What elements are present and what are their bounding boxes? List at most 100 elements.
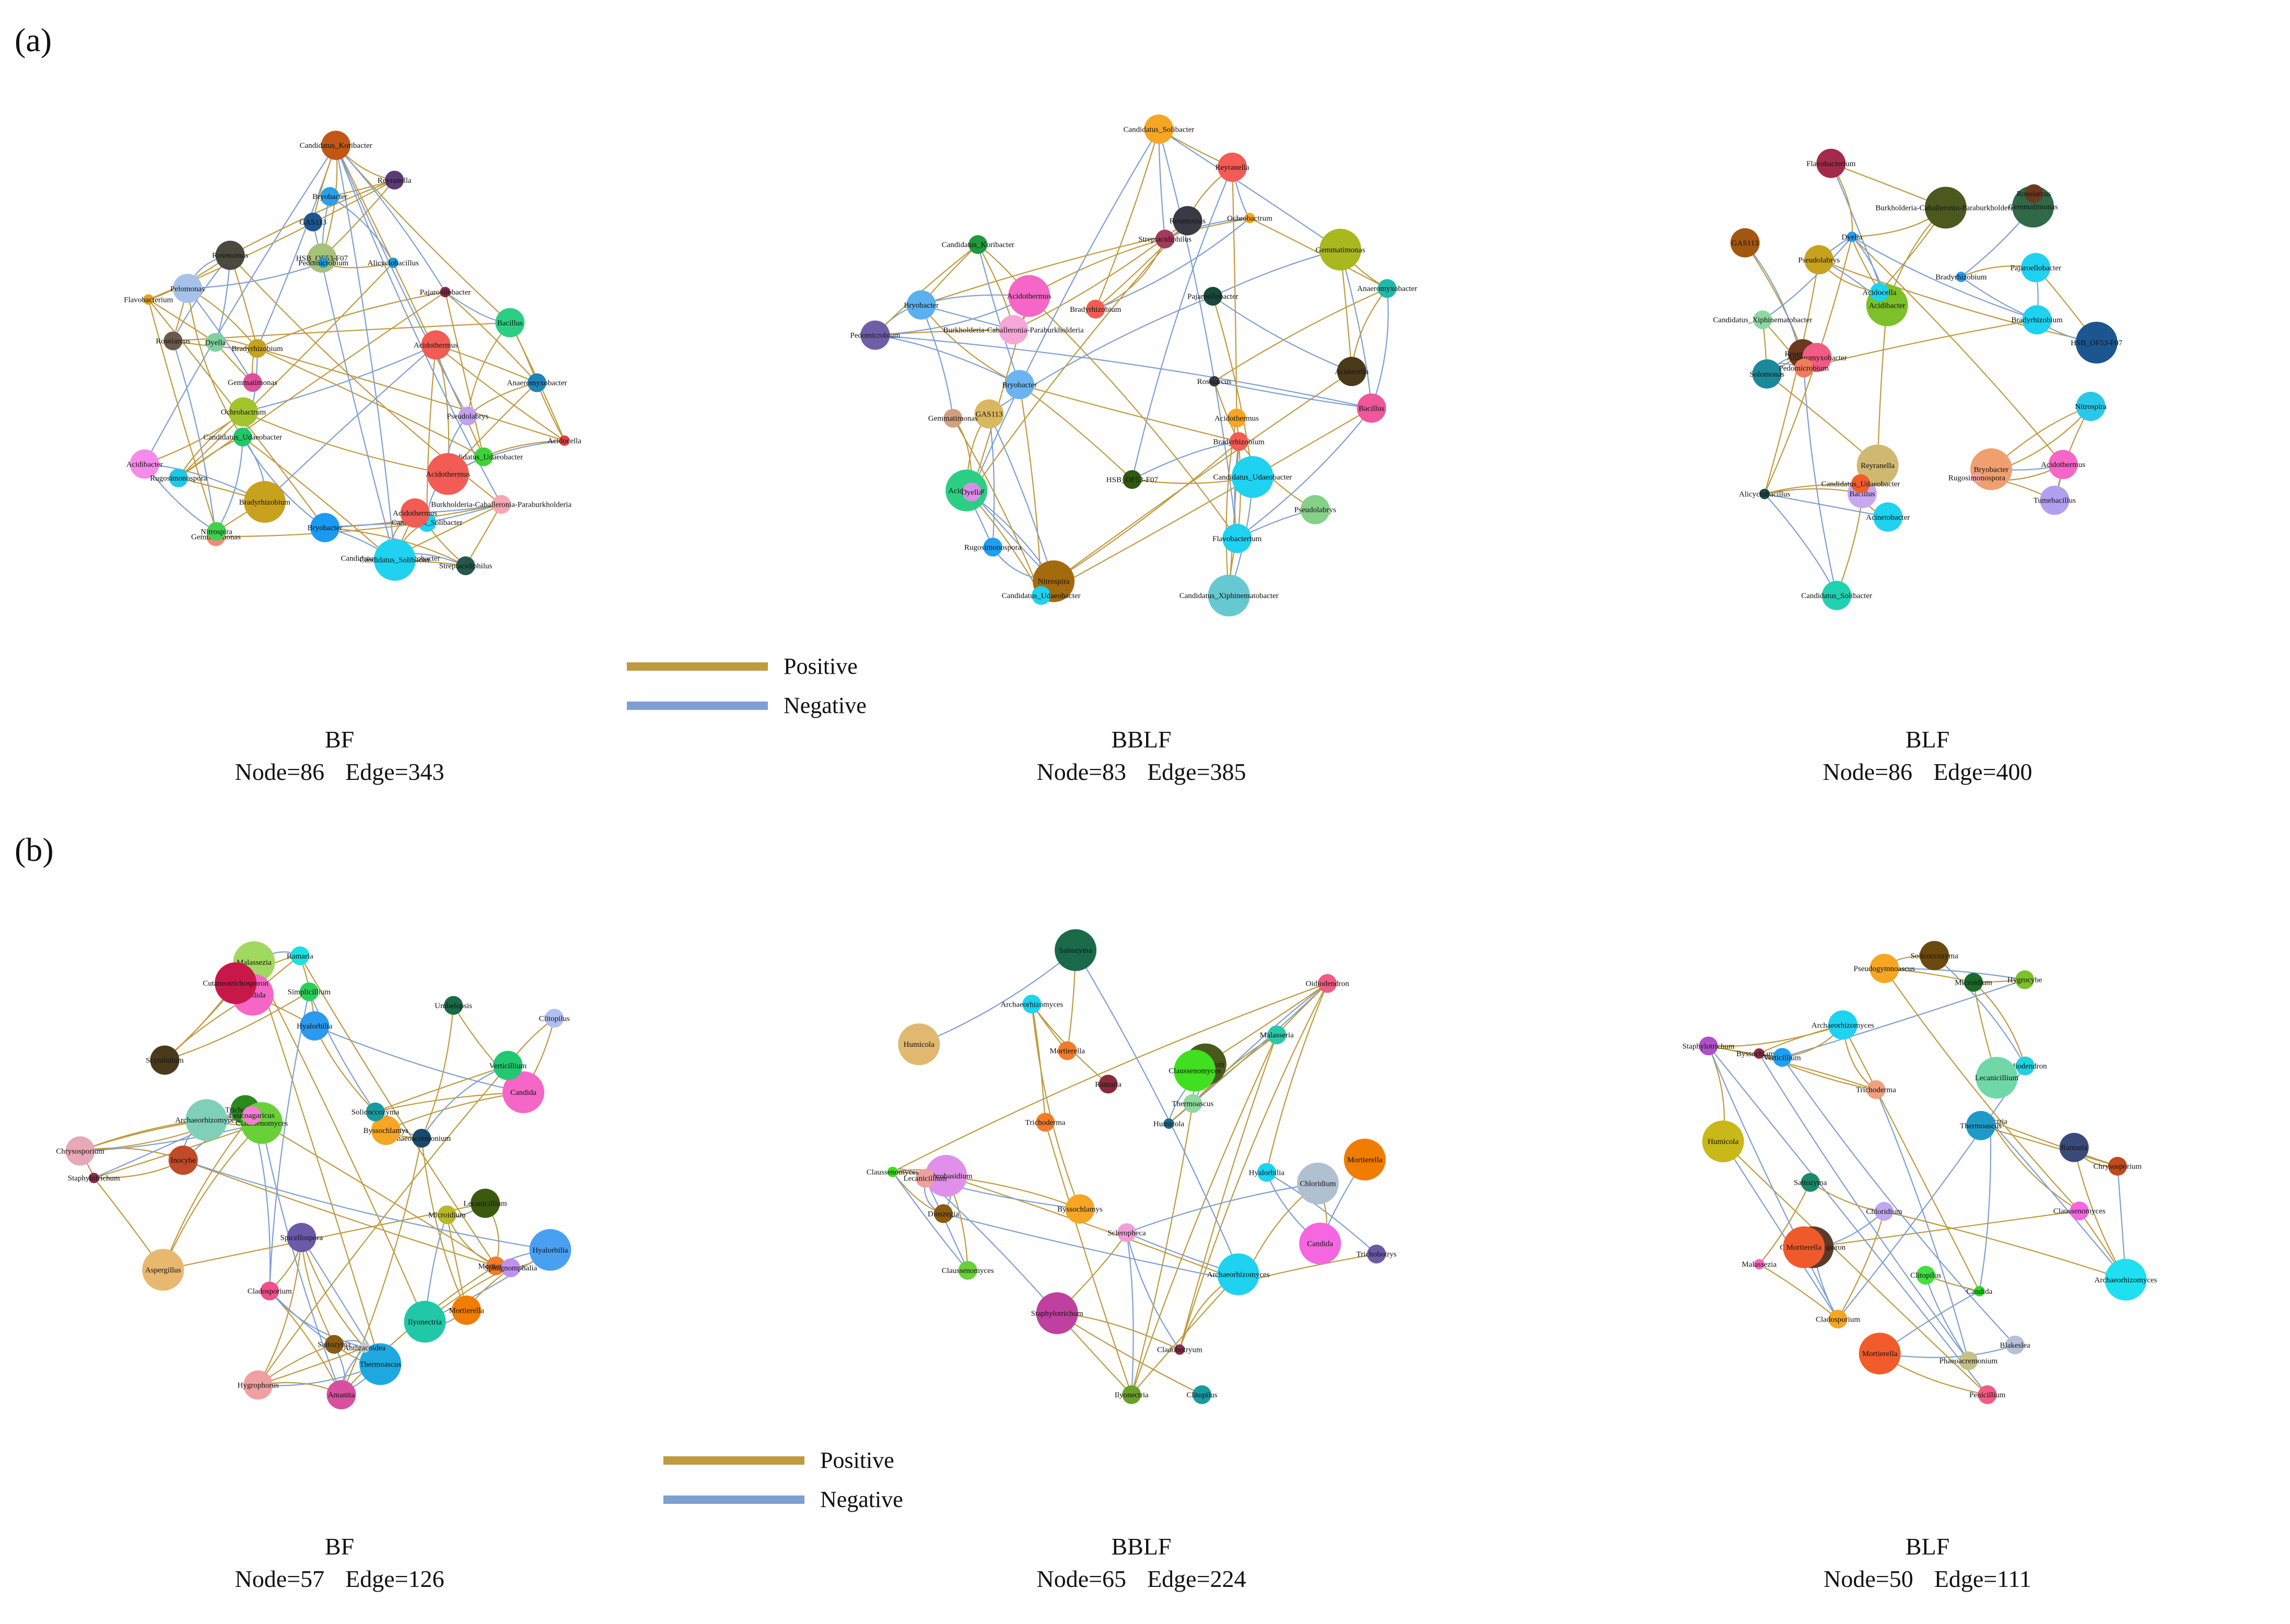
network-node: [999, 315, 1029, 345]
network-node: [1208, 575, 1250, 616]
network-node: [1122, 1385, 1141, 1404]
node-label: Pedomicrobium: [1779, 365, 1829, 373]
network-edge: [301, 1237, 365, 1348]
network-node: [983, 538, 1002, 557]
network-edge: [925, 1178, 968, 1271]
network-node: [486, 1256, 506, 1276]
network-node: [299, 982, 319, 1001]
edge-count: Edge=126: [345, 1565, 445, 1592]
node-label: Reyranella: [378, 177, 412, 185]
node-label: Bryobacter: [1974, 465, 2009, 474]
node-label: Humicola: [1708, 1138, 1738, 1146]
node-label: Penicillium: [1969, 1391, 2005, 1399]
node-label: Pelomonas: [170, 285, 205, 293]
node-label: Hyalorbilia: [1249, 1169, 1285, 1177]
network-edge: [162, 1123, 262, 1270]
network-node: [2005, 1335, 2025, 1354]
network-node: [444, 996, 463, 1015]
node-label: Microidium: [1955, 979, 1992, 987]
node-label: Cladobotryum: [1157, 1346, 1202, 1354]
network-node: [474, 447, 493, 466]
node-label: Bryobacter: [1002, 381, 1037, 389]
network-edge: [1126, 1232, 1134, 1395]
network-node: [163, 331, 183, 350]
node-label: Ilyonectria: [408, 1318, 442, 1326]
network-title: BLF: [1905, 1533, 1950, 1560]
node-label: Roseiarcus: [156, 337, 190, 346]
network-node: [1036, 1292, 1078, 1334]
network-node: [1244, 213, 1255, 224]
network-node: [1086, 299, 1105, 319]
node-label: Thermoascus: [359, 1361, 401, 1369]
network-node: [2022, 305, 2052, 335]
network-edge: [1973, 982, 2026, 1066]
network-edge: [1158, 128, 1341, 250]
network-node: [958, 1261, 977, 1280]
network-node: [321, 131, 350, 160]
node-count: Node=83: [1036, 758, 1127, 785]
network-node: [1804, 245, 1834, 275]
network-edge: [1764, 483, 1861, 495]
network-node: [968, 235, 988, 254]
node-label: Mortierella: [1862, 1350, 1898, 1358]
network-edge: [1877, 305, 1888, 466]
network-edge: [952, 418, 1042, 596]
network-node: [130, 449, 159, 479]
node-label: Anthracoidea: [343, 1344, 385, 1352]
network-node: [2048, 450, 2078, 480]
network-node: [228, 397, 258, 427]
node-label: Flavobacterium: [1212, 535, 1261, 543]
node-label: Cladosporium: [1816, 1315, 1860, 1324]
network-node: [242, 1106, 261, 1125]
node-label: Nitrospira: [201, 528, 232, 536]
node-label: Dioszegia: [928, 1210, 959, 1218]
network-node: [1022, 995, 1042, 1014]
node-label: GAS113: [1732, 239, 1759, 248]
network-node: [1866, 1080, 1886, 1099]
network-node: [906, 290, 936, 320]
panel-label-b: (b): [15, 831, 54, 868]
network-node: [495, 308, 525, 337]
network-edge: [1708, 1024, 1843, 1047]
network-node: [1174, 1049, 1216, 1092]
node-label: Solomonas: [1749, 370, 1784, 379]
network-edge: [243, 344, 436, 413]
network-edge: [1990, 1120, 2127, 1280]
node-label: Nitrospira: [2075, 403, 2107, 411]
network-edge: [920, 305, 954, 418]
network-node: [1971, 472, 1982, 483]
network-node: [1099, 1074, 1118, 1094]
node-label: Nitrospira: [1038, 578, 1070, 586]
network-node: [207, 522, 226, 541]
network-node: [887, 1166, 898, 1177]
network-node: [168, 1146, 198, 1175]
network-node: [974, 399, 1004, 429]
network-node: [1702, 1120, 1744, 1163]
network-b-blf: Hygrocybe Claussenomyces Candida Malassezia…: [1683, 941, 2157, 1404]
node-label: Gemmatimonas: [1316, 246, 1365, 254]
node-label: Roseiarcus: [2017, 190, 2051, 198]
node-label: Archaeorhizomyces: [1812, 1021, 1874, 1030]
network-edge: [875, 334, 1020, 385]
node-label: Clitopilus: [1910, 1271, 1941, 1280]
network-node: [290, 946, 310, 965]
network-node: [493, 1050, 523, 1080]
network-node: [1920, 941, 1949, 971]
node-label: Acidothermus: [426, 470, 470, 478]
network-node: [1318, 974, 1337, 993]
network-a-bblf: Candidatus_UdaeobacterAcidibacterAcidoth…: [850, 114, 1417, 616]
network-node: [1754, 1048, 1765, 1059]
network-node: [1222, 523, 1252, 553]
positive-line-swatch: [663, 1456, 804, 1465]
network-node: [1343, 1138, 1386, 1181]
network-node: [243, 373, 262, 392]
network-edge: [1708, 1045, 1839, 1319]
network-edge: [1126, 1232, 1181, 1350]
node-label: Streptacidiphilus: [439, 562, 493, 570]
network-node: [371, 1116, 401, 1145]
node-label: Candidatus_Udaeobacter: [444, 453, 523, 462]
node-count: Node=50: [1824, 1565, 1913, 1592]
node-label: Ramaria: [1095, 1080, 1121, 1089]
legend-b: Positive Negative: [663, 1441, 903, 1519]
node-label: Bryobacter: [904, 301, 939, 310]
